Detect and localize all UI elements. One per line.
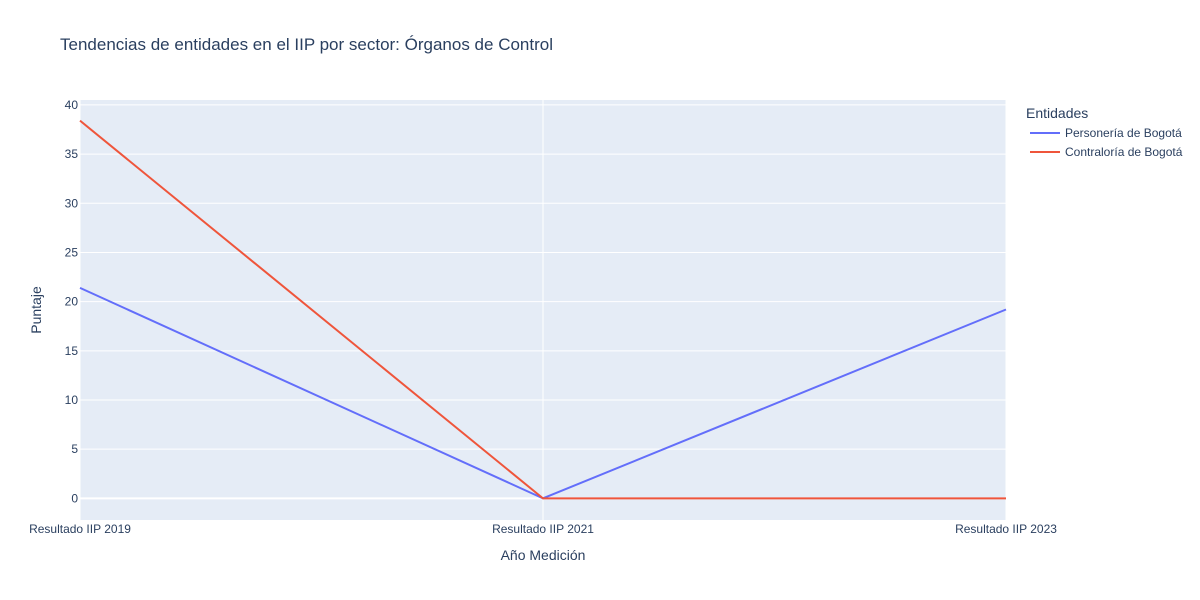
legend-item-1[interactable]: Personería de Bogotá xyxy=(1030,126,1182,140)
y-tick-label: 30 xyxy=(65,196,79,210)
x-tick-label: Resultado IIP 2021 xyxy=(492,522,594,536)
legend-item-2[interactable]: Contraloría de Bogotá xyxy=(1030,145,1183,159)
y-tick-label: 5 xyxy=(71,442,78,456)
legend-items[interactable]: Personería de Bogotá Contraloría de Bogot… xyxy=(1030,126,1183,159)
y-tick-label: 20 xyxy=(65,295,79,309)
legend-title: Entidades xyxy=(1026,105,1088,121)
y-tick-label: 0 xyxy=(71,491,78,505)
x-tick-label: Resultado IIP 2019 xyxy=(29,522,131,536)
y-tick-label: 15 xyxy=(65,344,79,358)
y-tick-label: 25 xyxy=(65,245,79,259)
y-tick-label: 40 xyxy=(65,98,79,112)
x-tick-label: Resultado IIP 2023 xyxy=(955,522,1057,536)
grid-layer xyxy=(79,100,1007,520)
series-line-2 xyxy=(79,119,1006,500)
legend-label: Personería de Bogotá xyxy=(1065,126,1182,140)
series-layer xyxy=(79,119,1007,500)
tick-layer: Resultado IIP 2019 Resultado IIP 2021 Resu… xyxy=(29,98,1057,536)
legend-label: Contraloría de Bogotá xyxy=(1065,145,1183,159)
y-axis-title: Puntaje xyxy=(28,286,44,334)
chart-title: Tendencias de entidades en el IIP por se… xyxy=(60,35,553,54)
y-tick-label: 10 xyxy=(65,393,79,407)
y-tick-label: 35 xyxy=(65,147,79,161)
x-axis-title: Año Medición xyxy=(501,547,586,563)
legend[interactable]: Entidades Personería de Bogotá Contralorí… xyxy=(1026,105,1183,159)
